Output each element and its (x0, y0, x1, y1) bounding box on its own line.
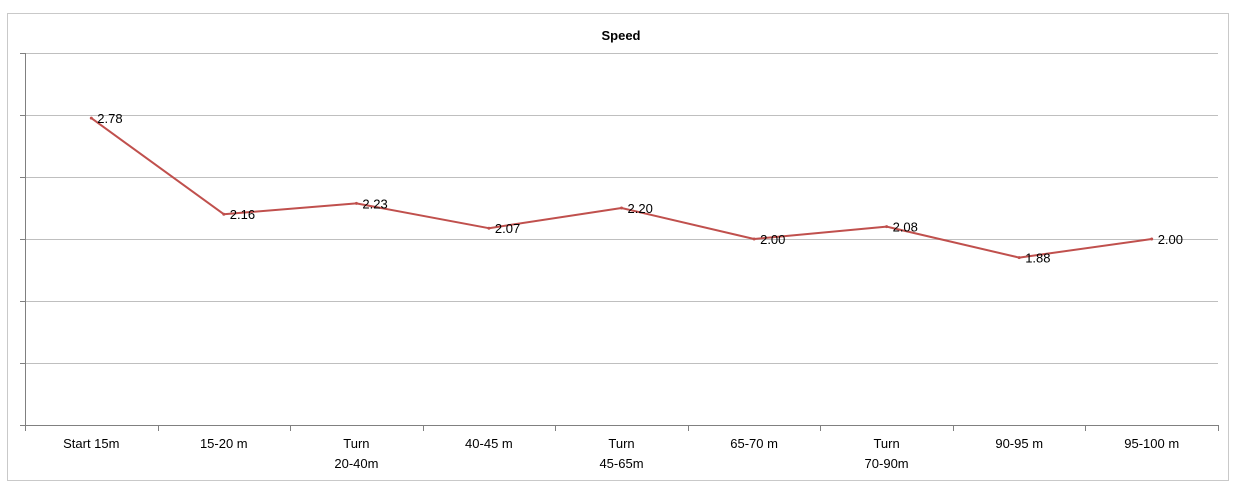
data-point-2 (354, 201, 358, 205)
x-tick-label-6-line-1: 70-90m (865, 456, 909, 471)
data-point-0 (89, 116, 93, 120)
data-point-3 (487, 226, 491, 230)
x-tick-label-3-line-0: 40-45 m (465, 436, 513, 451)
x-tick-label-2-line-1: 20-40m (334, 456, 378, 471)
data-point-4 (620, 206, 623, 210)
x-tick-label-4-line-1: 45-65m (599, 456, 643, 471)
x-tick-labels: Start 15m 15-20 m Turn 20-40m 40-45 m Turn 45-… (63, 436, 1179, 471)
data-label-0: 2.78 (97, 111, 122, 126)
x-tick-label-5: 65-70 m (730, 436, 778, 451)
chart-title: Speed (601, 28, 640, 43)
data-labels: 2.78 2.16 2.23 2.07 2.20 2.00 2.08 1.88 2.00 (97, 111, 1183, 266)
x-tick-label-7-line-0: 90-95 m (995, 436, 1043, 451)
x-tick-label-0: Start 15m (63, 436, 119, 451)
data-label-1: 2.16 (230, 207, 255, 222)
data-label-7: 1.88 (1025, 251, 1050, 266)
series-group (89, 116, 1154, 260)
gridlines (25, 53, 1218, 364)
x-tick-label-7: 90-95 m (995, 436, 1043, 451)
data-point-8 (1150, 237, 1154, 241)
x-tick-label-0-line-0: Start 15m (63, 436, 119, 451)
x-tick-label-8-line-0: 95-100 m (1124, 436, 1179, 451)
x-tick-label-2: Turn 20-40m (334, 436, 378, 471)
x-tick-label-8: 95-100 m (1124, 436, 1179, 451)
x-tick-label-1-line-0: 15-20 m (200, 436, 248, 451)
x-tick-label-6: Turn 70-90m (865, 436, 909, 471)
x-tick-label-3: 40-45 m (465, 436, 513, 451)
x-tick-label-4: Turn 45-65m (599, 436, 643, 471)
data-label-8: 2.00 (1158, 232, 1183, 247)
chart-frame (7, 13, 1229, 481)
x-tick-label-1: 15-20 m (200, 436, 248, 451)
axes (20, 53, 1219, 431)
data-label-4: 2.20 (628, 201, 653, 216)
data-point-7 (1017, 256, 1021, 260)
data-point-6 (885, 225, 889, 229)
series-line-0 (90, 117, 1152, 259)
x-tick-label-4-line-0: Turn (608, 436, 634, 451)
data-label-5: 2.00 (760, 232, 785, 247)
data-label-2: 2.23 (362, 196, 387, 211)
data-point-5 (752, 237, 756, 241)
data-label-3: 2.07 (495, 221, 520, 236)
x-tick-label-6-line-0: Turn (873, 436, 899, 451)
x-tick-label-2-line-0: Turn (343, 436, 369, 451)
data-point-1 (222, 212, 226, 216)
data-label-6: 2.08 (893, 220, 918, 235)
x-tick-label-5-line-0: 65-70 m (730, 436, 778, 451)
